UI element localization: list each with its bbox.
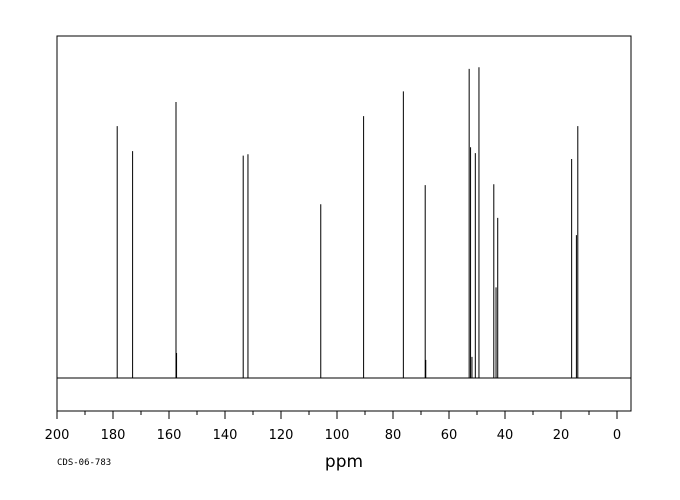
spectrum-code-label: CDS-06-783	[57, 458, 111, 468]
x-axis-tick-label: 160	[157, 428, 182, 443]
x-axis-tick-label: 180	[101, 428, 126, 443]
x-axis-tick-label: 20	[553, 428, 570, 443]
tick-label-group: 200 180 160 140 120 100 80 60 40 20 0	[45, 428, 622, 443]
x-axis-tick-label: 120	[269, 428, 294, 443]
x-axis-tick-label: 100	[325, 428, 350, 443]
x-axis-tick-label: 200	[45, 428, 70, 443]
x-axis-label: ppm	[325, 452, 363, 472]
x-axis-tick-label: 80	[385, 428, 402, 443]
plot-frame	[56, 35, 632, 412]
x-axis-tick-label: 140	[213, 428, 238, 443]
major-tick-group	[56, 411, 618, 419]
minor-tick-group	[84, 411, 590, 415]
peak-group	[116, 67, 579, 378]
x-axis-tick-label: 0	[613, 428, 621, 443]
x-axis-tick-label: 40	[497, 428, 514, 443]
x-axis-tick-label: 60	[441, 428, 458, 443]
